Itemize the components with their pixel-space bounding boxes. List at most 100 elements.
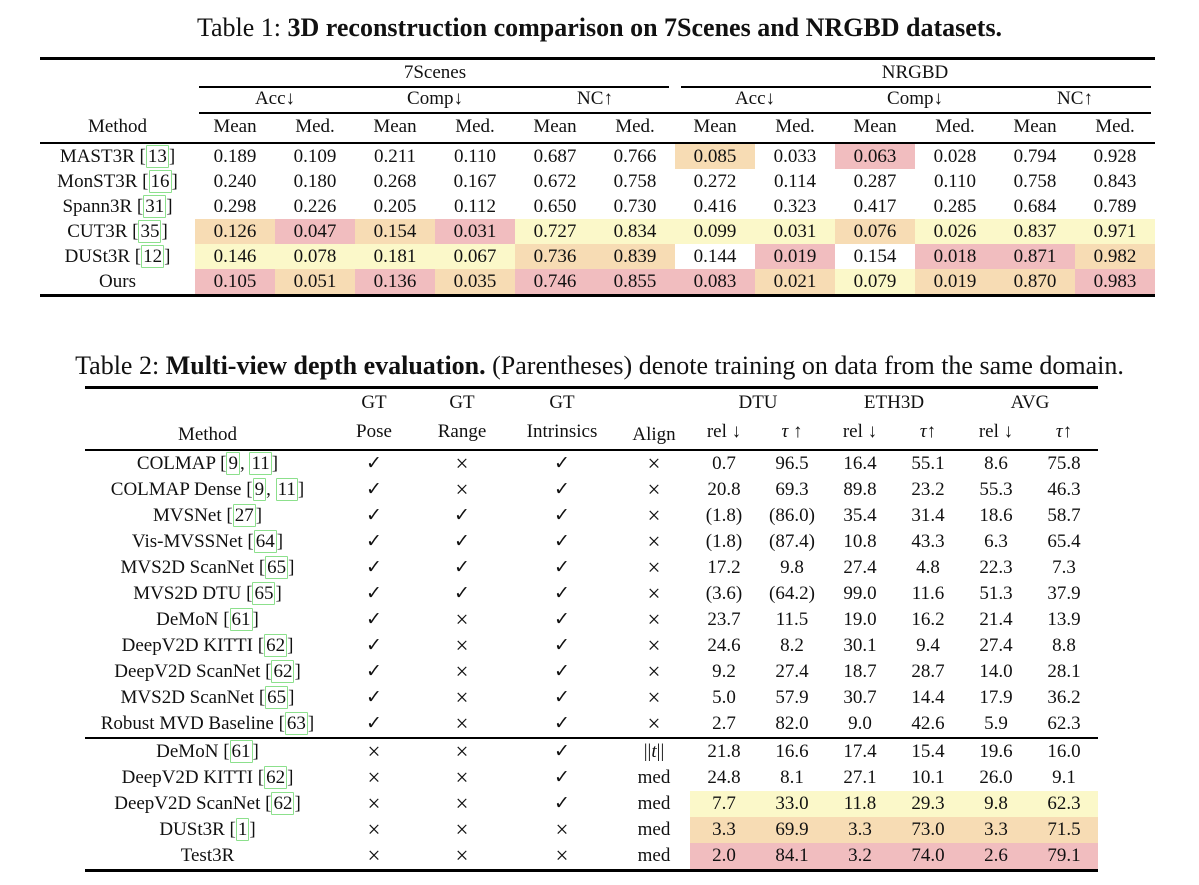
citation-link[interactable]: 11 xyxy=(275,478,298,501)
table1-container: 7Scenes NRGBD Acc↓ Comp↓ NC↑ Acc↓ Comp↓ … xyxy=(40,57,1155,297)
value-cell: 3.3 xyxy=(826,817,894,843)
citation-link[interactable]: 61 xyxy=(229,740,253,763)
value-cell: 9.0 xyxy=(848,713,872,734)
table2-row: DeepV2D KITTI [62] × × ✓ med 24.8 8.1 27.1 10.1 2… xyxy=(85,765,1098,791)
citation-link[interactable]: 65 xyxy=(265,686,289,709)
gt-pose-cell: × xyxy=(330,843,418,871)
value-cell: 0.272 xyxy=(693,171,737,192)
value-cell: 22.3 xyxy=(979,557,1013,578)
table1-dataset-row: 7Scenes NRGBD xyxy=(40,59,1155,87)
gt-pose-cell: ✓ xyxy=(330,685,418,711)
translation-norm-symbol: t xyxy=(651,741,657,762)
value-cell: 26.0 xyxy=(979,767,1013,788)
citation-link[interactable]: 13 xyxy=(145,145,169,168)
citation-link[interactable]: 62 xyxy=(264,634,288,657)
gt-pose-cell: ✓ xyxy=(330,633,418,659)
value-cell: 0.031 xyxy=(755,219,835,244)
table2-row: COLMAP Dense [9, 11] ✓ × ✓ × 20.8 69.3 89.8 23.2… xyxy=(85,477,1098,503)
value-cell: 0.7 xyxy=(712,453,736,474)
citation-link[interactable]: 9 xyxy=(226,452,240,475)
citation-link[interactable]: 63 xyxy=(284,712,308,735)
cross-icon: × xyxy=(367,817,381,842)
cross-icon: × xyxy=(455,739,469,764)
value-cell: 84.1 xyxy=(758,843,826,871)
citation-link[interactable]: 65 xyxy=(252,582,276,605)
value-cell: 16.4 xyxy=(843,453,877,474)
gt-range-cell: × xyxy=(418,659,506,685)
citation-link[interactable]: 65 xyxy=(265,556,289,579)
citation-link[interactable]: 11 xyxy=(249,452,272,475)
gt-intrinsics-cell: ✓ xyxy=(506,477,618,503)
citation-link[interactable]: 61 xyxy=(229,608,253,631)
gt-intrinsics-cell: ✓ xyxy=(506,503,618,529)
value-cell: 0.181 xyxy=(355,244,435,269)
value-cell: 2.0 xyxy=(690,843,758,871)
align-cell: × xyxy=(618,711,690,738)
align-cell: med xyxy=(637,819,671,840)
cross-icon: × xyxy=(647,633,661,658)
cross-icon: × xyxy=(455,711,469,736)
value-cell: 0.110 xyxy=(933,171,977,192)
value-cell: 24.8 xyxy=(707,767,741,788)
value-cell: 18.7 xyxy=(843,661,877,682)
citation-link[interactable]: 31 xyxy=(143,195,167,218)
method-cell: MVS2D ScanNet [65] xyxy=(120,686,295,709)
value-cell: 21.8 xyxy=(707,741,741,762)
citation-link[interactable]: 64 xyxy=(253,530,277,553)
gt-range-cell: ✓ xyxy=(418,581,506,607)
citation-link[interactable]: 12 xyxy=(141,245,165,268)
citation-link[interactable]: 9 xyxy=(252,478,267,501)
value-cell: 0.114 xyxy=(773,171,817,192)
table2-metric-rel-eth3d: rel ↓ xyxy=(842,421,878,442)
value-cell: 0.085 xyxy=(675,143,755,169)
value-cell: 8.1 xyxy=(780,767,804,788)
gt-pose-cell: ✓ xyxy=(330,711,418,738)
value-cell: 14.4 xyxy=(911,687,945,708)
value-cell: 16.0 xyxy=(1047,741,1081,762)
value-cell: 0.112 xyxy=(453,196,497,217)
value-cell: 0.736 xyxy=(515,244,595,269)
table2-dataset-dtu: DTU xyxy=(738,392,778,413)
checkmark-icon: ✓ xyxy=(366,609,382,630)
value-cell: 0.758 xyxy=(1013,171,1057,192)
value-cell: 0.021 xyxy=(755,269,835,296)
value-cell: 20.8 xyxy=(707,479,741,500)
value-cell: 3.2 xyxy=(826,843,894,871)
cross-icon: × xyxy=(555,843,569,868)
value-cell: 27.4 xyxy=(979,635,1013,656)
value-cell: 0.019 xyxy=(915,269,995,296)
citation-link[interactable]: 27 xyxy=(232,504,256,527)
gt-intrinsics-cell: ✓ xyxy=(506,633,618,659)
table2-header: Method GT GT GT Align DTU ETH3D AVG Pose… xyxy=(85,388,1098,450)
value-cell: 2.7 xyxy=(712,713,736,734)
checkmark-icon: ✓ xyxy=(366,661,382,682)
citation-link[interactable]: 16 xyxy=(148,170,172,193)
checkmark-icon: ✓ xyxy=(454,583,470,604)
value-cell: 9.1 xyxy=(1052,767,1076,788)
table2-caption-prefix: Table 2: xyxy=(75,351,160,380)
value-cell: 0.416 xyxy=(693,196,737,217)
rule-under-metrics xyxy=(199,112,1151,114)
gt-intrinsics-cell: ✓ xyxy=(506,738,618,765)
value-cell: 0.136 xyxy=(355,269,435,296)
value-cell: 0.154 xyxy=(853,246,897,267)
citation-link[interactable]: 62 xyxy=(264,766,288,789)
gt-range-cell: × xyxy=(418,817,506,843)
value-cell: 79.1 xyxy=(1030,843,1098,871)
value-cell: (86.0) xyxy=(769,505,815,526)
table1-row: MAST3R [13] 0.189 0.109 0.211 0.110 0.687 0.76… xyxy=(40,143,1155,169)
citation-link[interactable]: 1 xyxy=(235,818,250,841)
table2-row: DeMoN [61] ✓ × ✓ × 23.7 11.5 19.0 16.2 21.4 13.9 xyxy=(85,607,1098,633)
value-cell: 58.7 xyxy=(1047,505,1081,526)
table2-metric-tau-dtu: τ ↑ xyxy=(781,421,803,442)
value-cell: 16.2 xyxy=(911,609,945,630)
citation-link[interactable]: 62 xyxy=(271,660,295,683)
value-cell: 0.211 xyxy=(373,146,417,167)
citation-link[interactable]: 35 xyxy=(138,220,162,243)
value-cell: 4.8 xyxy=(916,557,940,578)
table2-gt-range-top: GT xyxy=(449,392,475,413)
table2-dataset-avg: AVG xyxy=(1010,392,1050,413)
value-cell: 0.285 xyxy=(933,196,977,217)
value-cell: 30.1 xyxy=(843,635,877,656)
citation-link[interactable]: 62 xyxy=(271,792,295,815)
